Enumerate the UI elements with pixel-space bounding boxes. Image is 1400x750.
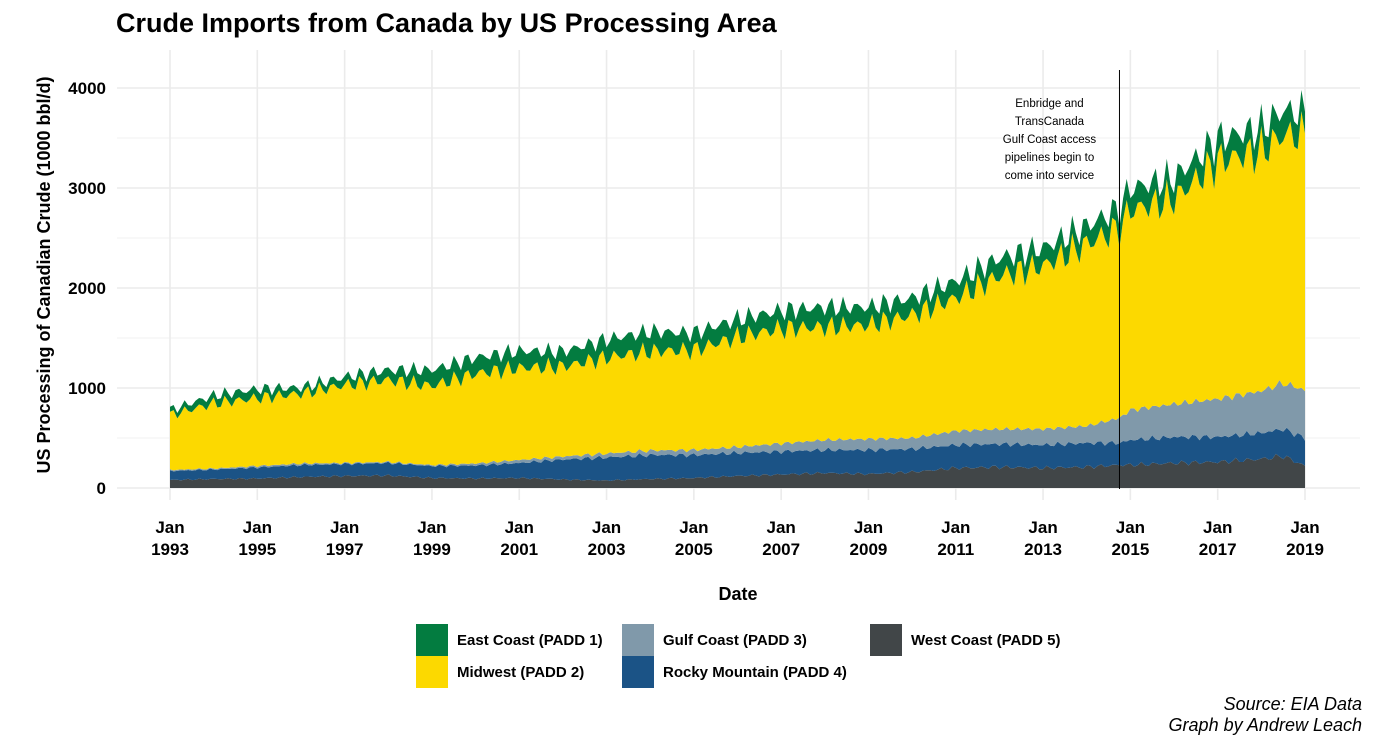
x-tick-label: Jan [854, 518, 883, 537]
legend-item-rocky-mountain: Rocky Mountain (PADD 4) [622, 656, 847, 688]
annotation-text-line: Gulf Coast access [1003, 134, 1097, 146]
x-tick-label: 1997 [326, 540, 364, 559]
caption-source: Source: EIA Data [1223, 694, 1362, 714]
chart-title: Crude Imports from Canada by US Processi… [116, 8, 777, 38]
x-tick-label: 2019 [1286, 540, 1324, 559]
x-tick-label: 1999 [413, 540, 451, 559]
x-tick-label: 2013 [1024, 540, 1062, 559]
annotation-text-line: Enbridge and [1015, 98, 1083, 110]
y-tick-label: 3000 [68, 179, 106, 198]
legend-swatch-west-coast [870, 624, 902, 656]
x-tick-label: Jan [417, 518, 446, 537]
legend: East Coast (PADD 1) Midwest (PADD 2) Gul… [416, 624, 1116, 690]
annotation-text-line: pipelines begin to [1005, 152, 1095, 164]
annotation-text-line: TransCanada [1015, 116, 1085, 128]
legend-item-midwest: Midwest (PADD 2) [416, 656, 584, 688]
legend-swatch-gulf-coast [622, 624, 654, 656]
x-axis-title: Date [718, 584, 757, 604]
x-tick-label: Jan [679, 518, 708, 537]
x-tick-label: Jan [1203, 518, 1232, 537]
x-tick-label: 2007 [762, 540, 800, 559]
x-tick-label: 2001 [500, 540, 538, 559]
x-tick-label: Jan [941, 518, 970, 537]
x-tick-label: Jan [505, 518, 534, 537]
y-tick-label: 0 [97, 479, 106, 498]
x-tick-label: Jan [155, 518, 184, 537]
legend-label-west-coast: West Coast (PADD 5) [911, 631, 1061, 649]
axis-layer: 0 1000 2000 3000 4000 Jan 1993 Jan 1995 Jan 1997 Ja… [68, 79, 1324, 559]
x-tick-label: 2015 [1111, 540, 1149, 559]
x-tick-label: Jan [1116, 518, 1145, 537]
x-tick-label: Jan [243, 518, 272, 537]
x-tick-label: 1995 [238, 540, 276, 559]
x-tick-label: 2011 [937, 540, 974, 559]
legend-swatch-east-coast [416, 624, 448, 656]
legend-item-gulf-coast: Gulf Coast (PADD 3) [622, 624, 807, 656]
x-tick-label: Jan [1290, 518, 1319, 537]
area-series-midwest [170, 111, 1305, 471]
legend-swatch-rocky-mountain [622, 656, 654, 688]
legend-item-east-coast: East Coast (PADD 1) [416, 624, 603, 656]
area-layer [170, 90, 1305, 488]
x-tick-label: Jan [1028, 518, 1057, 537]
y-tick-label: 1000 [68, 379, 106, 398]
area-series-rocky-mountain [170, 427, 1305, 481]
chart-plot: Enbridge and TransCanada Gulf Coast access… [34, 50, 1360, 604]
area-series-gulf-coast [170, 380, 1305, 472]
x-tick-label: Jan [767, 518, 796, 537]
x-tick-label: Jan [592, 518, 621, 537]
x-tick-label: 2017 [1199, 540, 1237, 559]
x-tick-label: Jan [330, 518, 359, 537]
caption: Source: EIA Data Graph by Andrew Leach [1169, 694, 1362, 736]
area-series-east-coast [170, 90, 1305, 419]
x-tick-label: 2003 [588, 540, 626, 559]
annotation-layer: Enbridge and TransCanada Gulf Coast access… [1003, 70, 1120, 489]
legend-item-west-coast: West Coast (PADD 5) [870, 624, 1060, 656]
x-tick-label: 2009 [850, 540, 888, 559]
legend-label-rocky-mountain: Rocky Mountain (PADD 4) [663, 663, 847, 681]
legend-label-midwest: Midwest (PADD 2) [457, 663, 585, 681]
x-tick-label: 2005 [675, 540, 713, 559]
legend-label-gulf-coast: Gulf Coast (PADD 3) [663, 631, 807, 649]
legend-swatch-midwest [416, 656, 448, 688]
y-tick-label: 4000 [68, 79, 106, 98]
y-axis-title: US Processing of Canadian Crude (1000 bb… [34, 76, 54, 473]
legend-label-east-coast: East Coast (PADD 1) [457, 631, 603, 649]
y-tick-label: 2000 [68, 279, 106, 298]
annotation-text-line: come into service [1005, 170, 1094, 182]
x-tick-label: 1993 [151, 540, 189, 559]
area-series-west-coast [170, 453, 1305, 488]
caption-author: Graph by Andrew Leach [1168, 715, 1362, 735]
